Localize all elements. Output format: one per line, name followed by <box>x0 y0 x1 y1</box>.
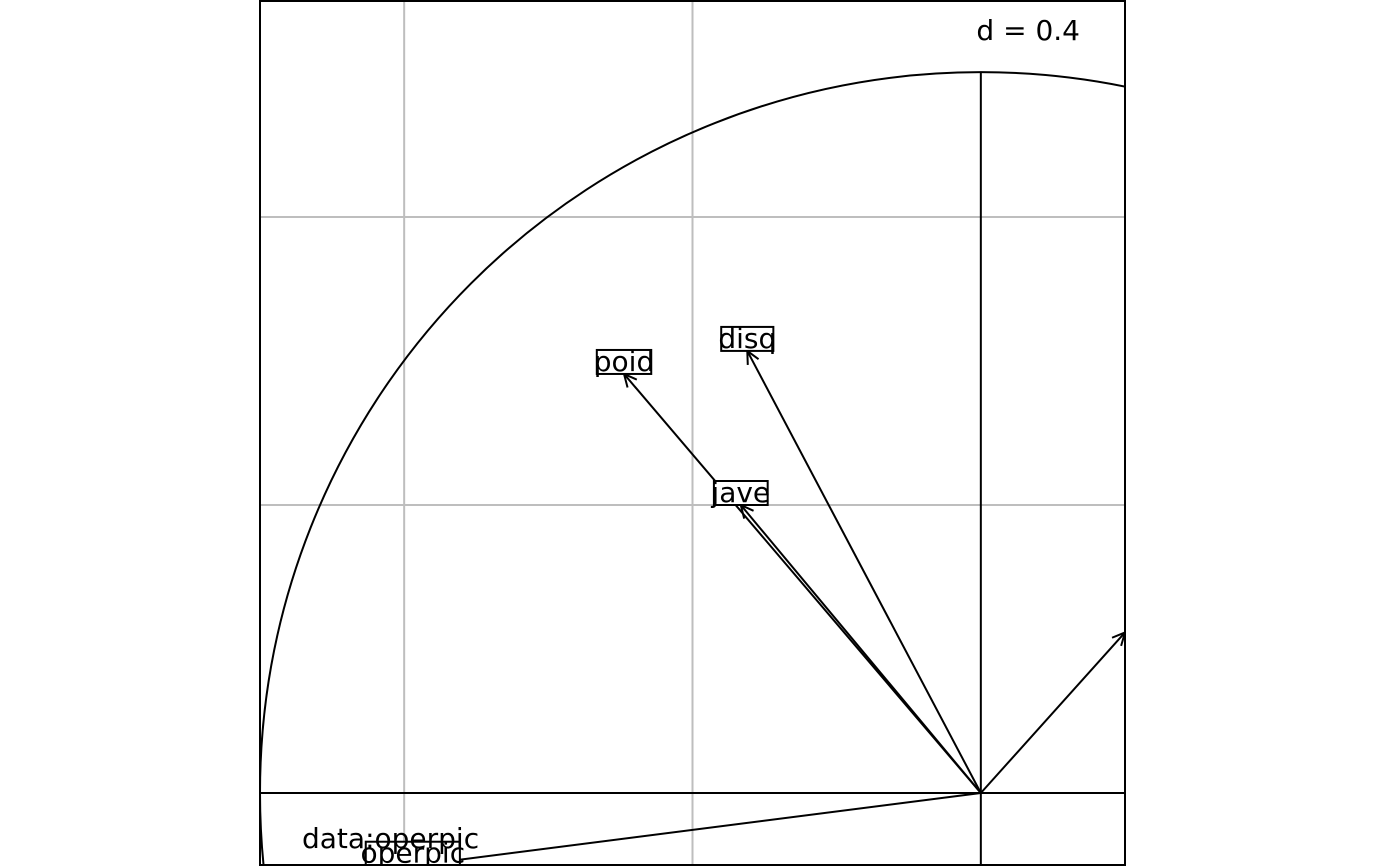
arrow-operpic <box>412 792 981 865</box>
arrow-disq <box>746 350 982 794</box>
variable-arrows <box>412 348 1125 865</box>
grid-lines <box>260 1 1125 865</box>
correlation-circle <box>260 71 1125 865</box>
variable-label-box-operpic <box>364 840 461 865</box>
scale-label: d = 0.4 <box>976 14 1080 47</box>
variable-label-box-poid <box>595 348 653 375</box>
variable-label-box-jave <box>712 480 769 506</box>
variable-label-poid: poid <box>594 345 654 378</box>
arrowhead-var4 <box>1111 631 1125 647</box>
variable-labels: poid disq jave operpic <box>361 322 776 866</box>
data-label: data:operpic <box>302 822 479 855</box>
variable-label-disq: disq <box>718 322 776 355</box>
arrow-var4 <box>980 631 1125 794</box>
variable-label-operpic: operpic <box>361 837 466 866</box>
variable-label-box-disq <box>720 325 775 352</box>
plot-frame <box>259 0 1126 866</box>
variable-label-jave: jave <box>710 476 770 509</box>
arrow-jave <box>740 504 982 794</box>
axes <box>260 73 1125 865</box>
